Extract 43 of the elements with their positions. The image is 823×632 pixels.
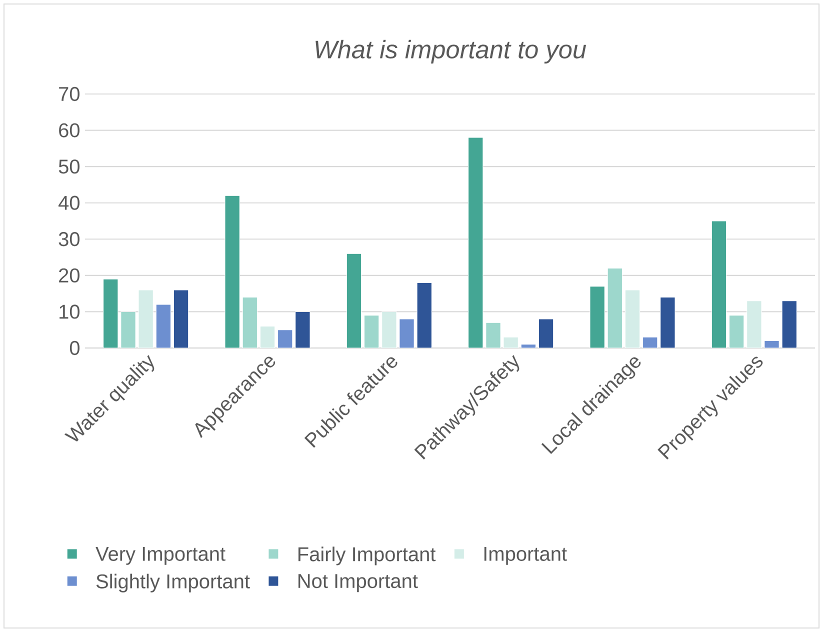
bar [260,326,276,348]
bar [120,311,136,348]
bar [416,282,432,348]
legend-label: Fairly Important [298,546,436,566]
bar [364,315,380,348]
legend-label: Slightly Important [96,574,250,592]
legend-label: Not Important [298,574,418,592]
bar [660,296,676,348]
bar [278,330,293,348]
bar [468,137,484,348]
legend-label: Important [484,547,567,565]
bar [382,311,397,348]
bar [746,300,762,348]
bar [295,311,310,348]
bar [782,300,797,348]
bar [520,344,536,348]
bar [607,268,623,348]
bar [642,336,658,348]
chart-title: What is important to you [316,40,586,64]
y-tick-label: 0 [70,340,80,356]
bar [590,286,605,348]
bar [103,278,118,348]
y-tick-label: 50 [58,159,80,174]
bar [346,253,362,348]
bar [173,290,189,348]
y-tick-label: 10 [60,304,80,319]
bar [224,195,240,348]
bar [156,304,172,348]
y-tick-label: 20 [59,268,80,282]
bar [538,318,554,348]
bar [728,315,744,348]
bar [764,340,780,348]
y-tick-label: 60 [59,123,80,138]
y-tick-label: 40 [58,196,80,210]
bar [486,322,501,348]
y-tick-label: 70 [59,86,80,102]
bar [399,318,414,348]
y-tick-label: 30 [58,232,80,246]
legend-label: Very Important [96,547,226,565]
bar [138,290,154,348]
bar [242,296,258,348]
bar [711,220,727,348]
bar [624,290,640,348]
